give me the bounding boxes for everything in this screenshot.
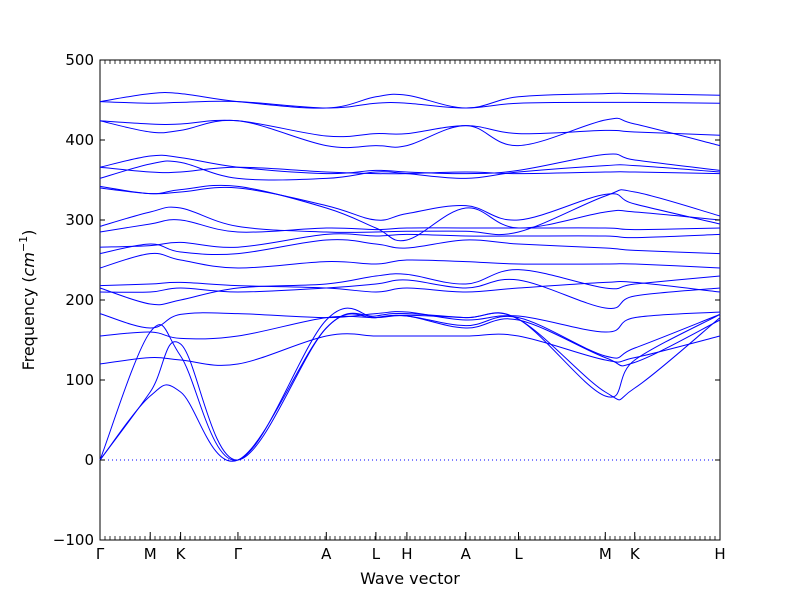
- y-tick-label: −100: [53, 531, 94, 549]
- y-ticks: −100 0 100 200 300 400 500: [53, 51, 720, 549]
- phonon-branch-3: [99, 307, 721, 461]
- y-tick-label: 500: [65, 51, 94, 69]
- phonon-branch-23: [99, 92, 721, 109]
- y-axis-label-close: ): [19, 230, 38, 236]
- x-axis-label: Wave vector: [360, 569, 460, 588]
- phonon-branch-19: [99, 166, 721, 175]
- phonon-branch-6: [99, 311, 721, 333]
- k-point-label: H: [401, 545, 412, 563]
- k-point-label: Γ: [234, 545, 243, 563]
- y-tick-label: 300: [65, 211, 94, 229]
- phonon-branch-22: [99, 100, 721, 109]
- k-point-label: Γ: [96, 545, 105, 563]
- phonon-branch-5: [99, 313, 721, 359]
- y-axis-label-unit: cm: [19, 252, 38, 276]
- k-point-label: L: [372, 545, 381, 563]
- k-point-label: L: [514, 545, 523, 563]
- y-axis-label-exponent: −1: [17, 236, 30, 252]
- phonon-branch-11: [99, 239, 721, 256]
- phonon-branch-10: [99, 252, 721, 269]
- phonon-branch-18: [99, 153, 721, 175]
- phonon-branch-8: [99, 269, 721, 306]
- y-tick-label: 400: [65, 131, 94, 149]
- y-tick-label: 200: [65, 291, 94, 309]
- phonon-branch-7: [99, 278, 721, 309]
- phonon-branch-20: [99, 117, 721, 149]
- k-point-label: M: [144, 545, 157, 563]
- phonon-branch-2: [99, 312, 721, 461]
- phonon-branch-12: [99, 233, 721, 248]
- y-axis-label-text: Frequency (: [19, 276, 38, 370]
- phonon-branch-21: [99, 119, 721, 138]
- phonon-branch-14: [99, 189, 721, 236]
- phonon-branch-17: [99, 160, 721, 181]
- k-point-label: K: [630, 545, 641, 563]
- x-minor-ticks: [99, 60, 721, 540]
- y-tick-label: 0: [84, 451, 94, 469]
- series-layer: [99, 92, 721, 462]
- k-point-label: A: [321, 545, 332, 563]
- phonon-branch-15: [99, 186, 721, 225]
- phonon-branch-16: [99, 184, 721, 242]
- k-point-label: M: [599, 545, 612, 563]
- k-point-label: H: [714, 545, 725, 563]
- phonon-branch-4: [99, 333, 721, 366]
- k-point-label: A: [461, 545, 472, 563]
- phonon-branch-9: [99, 280, 721, 293]
- phonon-branch-1: [99, 312, 721, 462]
- y-tick-label: 100: [65, 371, 94, 389]
- phonon-branch-13: [99, 219, 721, 233]
- y-axis-label: Frequency (cm−1): [17, 230, 38, 371]
- k-point-label: K: [176, 545, 187, 563]
